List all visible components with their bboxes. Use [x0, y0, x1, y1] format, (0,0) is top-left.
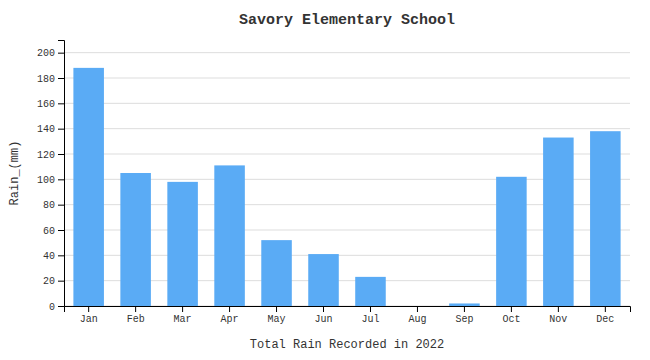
- bar: [449, 303, 480, 306]
- y-tick-label: 200: [37, 48, 55, 59]
- y-tick-label: 160: [37, 99, 55, 110]
- bar: [214, 165, 245, 306]
- y-tick-label: 140: [37, 124, 55, 135]
- y-axis-line: [58, 41, 65, 307]
- bar: [402, 306, 433, 307]
- y-tick-label: 80: [43, 200, 55, 211]
- bars: [73, 68, 620, 306]
- y-tick-mark: [58, 255, 64, 256]
- y-tick: 120: [37, 150, 64, 161]
- x-tick-mark: [88, 306, 89, 312]
- y-tick-mark: [58, 205, 64, 206]
- grid-line: [64, 103, 630, 104]
- x-tick: Jun: [315, 306, 333, 325]
- y-tick-label: 20: [43, 276, 55, 287]
- x-tick-mark: [511, 306, 512, 312]
- x-tick-mark: [276, 306, 277, 312]
- grid-line: [64, 128, 630, 129]
- x-tick-label: Dec: [596, 314, 614, 325]
- x-tick: Jul: [361, 306, 379, 325]
- x-tick: Oct: [502, 306, 520, 325]
- x-tick-label: Aug: [408, 314, 426, 325]
- x-tick-label: Oct: [502, 314, 520, 325]
- x-tick-label: Jul: [361, 314, 379, 325]
- y-tick-mark: [58, 103, 64, 104]
- x-tick: Mar: [174, 306, 192, 325]
- grid-line: [64, 78, 630, 79]
- y-tick: 80: [43, 200, 64, 211]
- x-tick-mark: [323, 306, 324, 312]
- y-tick: 200: [37, 48, 64, 59]
- bar: [543, 138, 574, 306]
- x-tick-mark: [370, 306, 371, 312]
- x-tick-label: Nov: [549, 314, 567, 325]
- y-tick-mark: [58, 78, 64, 79]
- y-tick: 160: [37, 99, 64, 110]
- plot: 0 20 40 60 80 100 120 140 160 180 200 Jan Feb Mar Apr M…: [37, 41, 631, 326]
- x-tick-mark: [229, 306, 230, 312]
- bar: [167, 182, 198, 306]
- y-tick: 0: [49, 302, 64, 313]
- y-tick: 60: [43, 226, 64, 237]
- x-tick: May: [268, 306, 286, 325]
- y-tick-label: 100: [37, 175, 55, 186]
- y-tick-mark: [58, 306, 64, 307]
- y-tick-label: 0: [49, 302, 55, 313]
- x-tick-label: Feb: [127, 314, 145, 325]
- y-axis-title: Rain_(mm): [8, 141, 22, 206]
- y-tick-mark: [58, 154, 64, 155]
- bar: [355, 277, 386, 306]
- grid: [64, 53, 630, 306]
- x-tick-mark: [464, 306, 465, 312]
- y-tick: 20: [43, 276, 64, 287]
- x-tick: Sep: [455, 306, 473, 325]
- y-tick: 180: [37, 74, 64, 85]
- bar: [261, 240, 292, 306]
- chart-svg: 0 20 40 60 80 100 120 140 160 180 200 Jan Feb Mar Apr M…: [0, 0, 650, 360]
- y-tick-label: 40: [43, 251, 55, 262]
- bar: [496, 177, 527, 306]
- x-tick-mark: [417, 306, 418, 312]
- title: Savory Elementary School: [239, 12, 455, 29]
- x-tick: Aug: [408, 306, 426, 325]
- x-tick-label: Mar: [174, 314, 192, 325]
- chart-container: 0 20 40 60 80 100 120 140 160 180 200 Jan Feb Mar Apr M…: [0, 0, 650, 360]
- x-axis-line: [65, 307, 631, 313]
- x-tick-mark: [558, 306, 559, 312]
- x-tick-label: Sep: [455, 314, 473, 325]
- x-tick-mark: [182, 306, 183, 312]
- x-tick: Dec: [596, 306, 614, 325]
- bar: [120, 173, 151, 306]
- x-tick-mark: [135, 306, 136, 312]
- x-axis-title: Total Rain Recorded in 2022: [250, 338, 444, 352]
- y-tick-label: 120: [37, 150, 55, 161]
- y-tick-mark: [58, 179, 64, 180]
- bar: [590, 131, 621, 306]
- x-tick-label: Jun: [315, 314, 333, 325]
- x-tick-label: Apr: [221, 314, 239, 325]
- y-tick-mark: [58, 129, 64, 130]
- x-tick: Feb: [127, 306, 145, 325]
- y-axis: 0 20 40 60 80 100 120 140 160 180 200: [37, 41, 65, 313]
- y-tick-label: 60: [43, 226, 55, 237]
- x-tick-label: Jan: [80, 314, 98, 325]
- y-tick-mark: [58, 230, 64, 231]
- y-tick-mark: [58, 53, 64, 54]
- y-tick-label: 180: [37, 74, 55, 85]
- x-tick: Jan: [80, 306, 98, 325]
- x-tick: Apr: [221, 306, 239, 325]
- x-tick: Nov: [549, 306, 567, 325]
- y-tick: 40: [43, 251, 64, 262]
- x-tick-label: May: [268, 314, 286, 325]
- y-tick: 140: [37, 124, 64, 135]
- bar: [308, 254, 339, 306]
- x-axis: Jan Feb Mar Apr May Jun Jul Aug Sep Oct Nov Dec: [65, 306, 631, 325]
- grid-line: [64, 52, 630, 53]
- y-tick-mark: [58, 281, 64, 282]
- x-tick-mark: [605, 306, 606, 312]
- bar: [73, 68, 104, 306]
- y-tick: 100: [37, 175, 64, 186]
